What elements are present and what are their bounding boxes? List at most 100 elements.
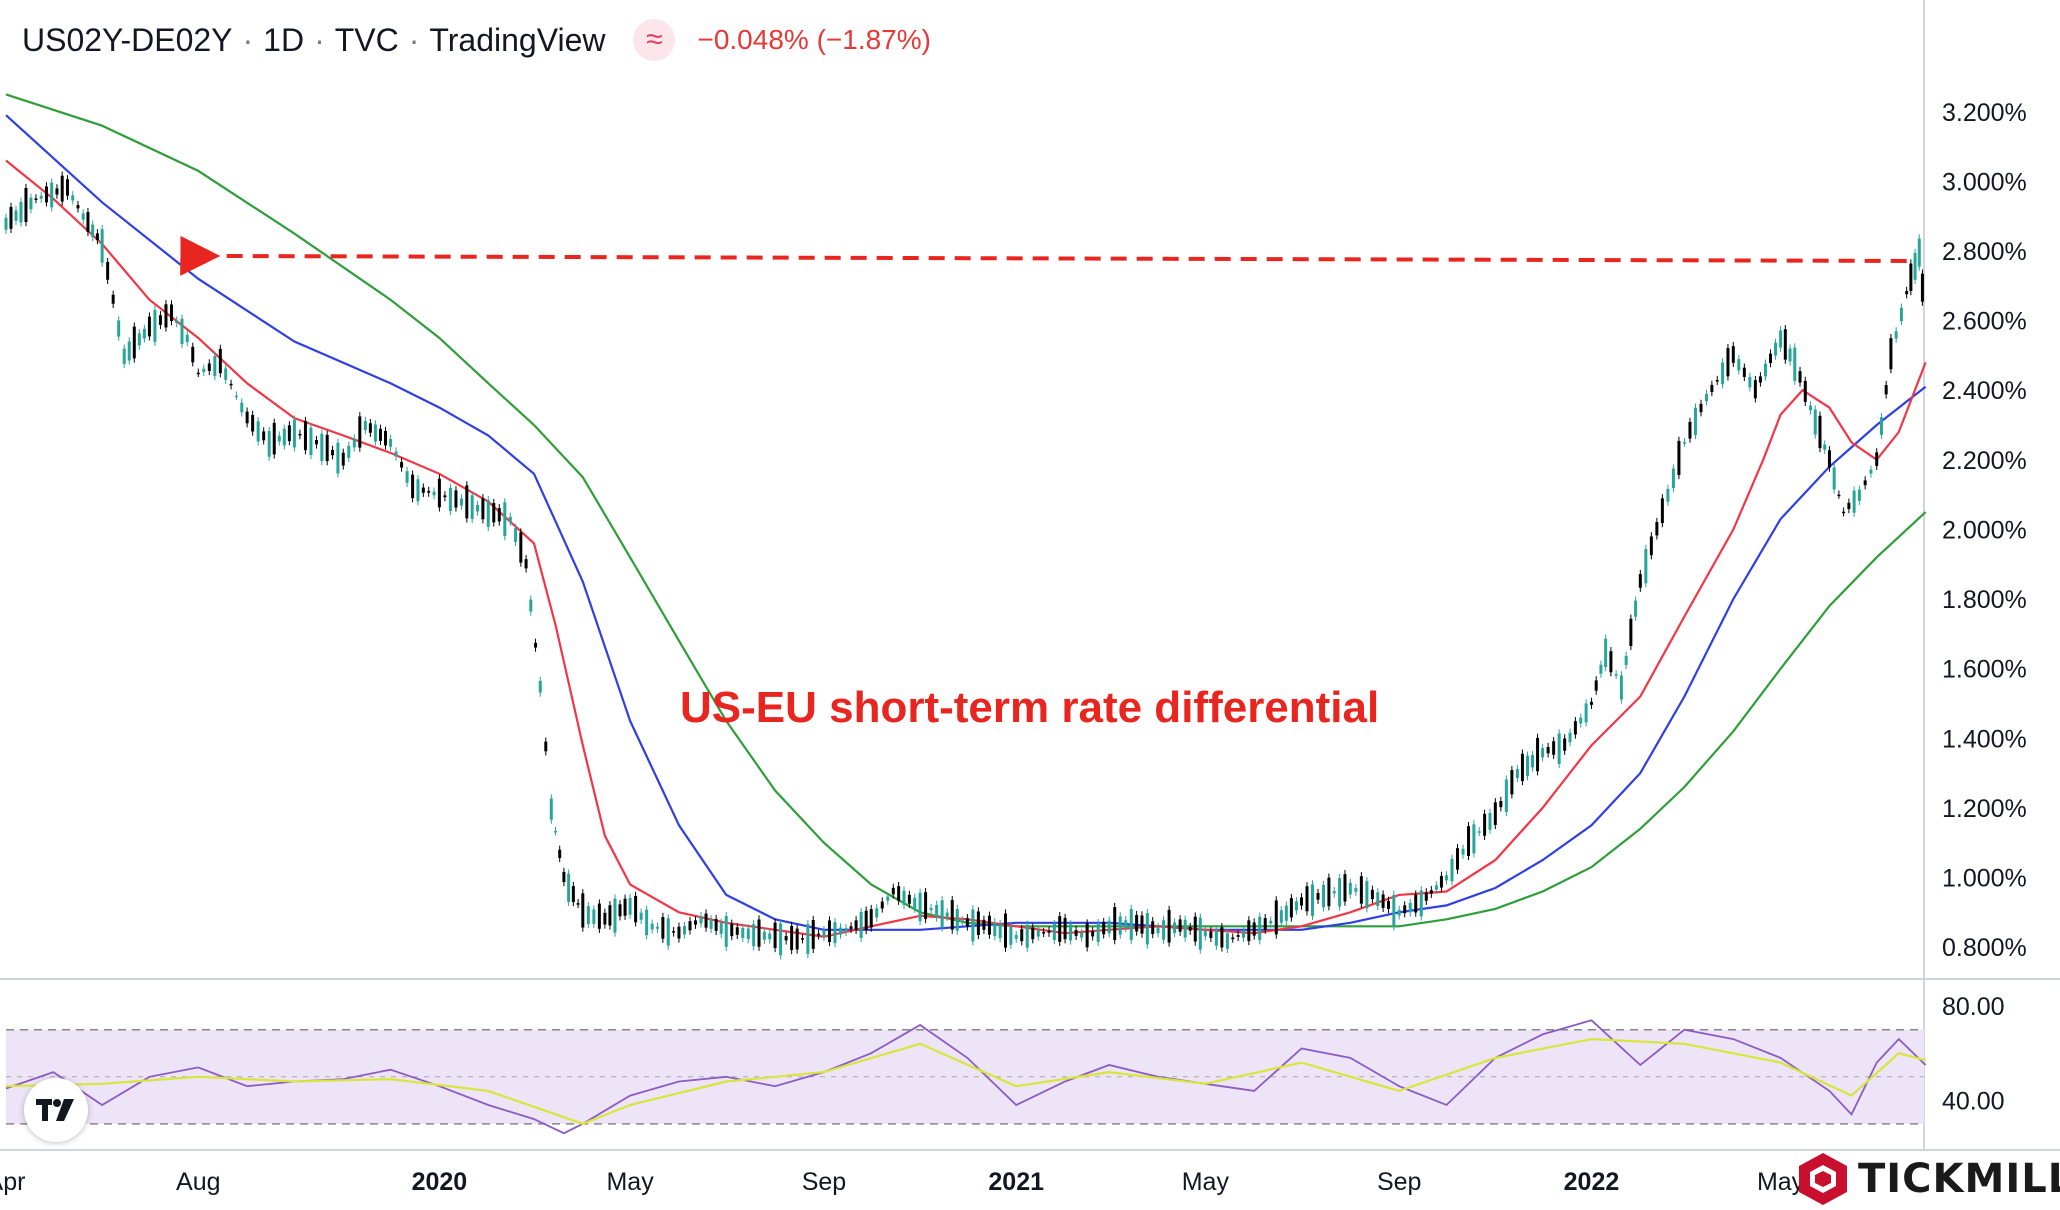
rsi-series: [5, 1019, 1927, 1135]
price-candle: [454, 490, 458, 508]
price-candle: [1397, 909, 1401, 916]
price-candle: [1231, 937, 1235, 940]
price-candle: [164, 304, 168, 328]
price-axis[interactable]: 3.200% 3.000% 2.800% 2.600% 2.400% 2.200% 2.00…: [1942, 99, 2027, 962]
separator-dot: ·: [242, 21, 254, 58]
price-candle: [682, 926, 686, 935]
price-candle: [1031, 927, 1035, 940]
price-candle: [1145, 913, 1149, 945]
price-candle: [1737, 359, 1741, 371]
price-candle: [639, 912, 643, 920]
price-candle: [1269, 920, 1273, 924]
price-candle: [1102, 922, 1106, 935]
tradingview-logo-icon[interactable]: [24, 1078, 88, 1142]
price-candle: [924, 892, 928, 920]
price-candle: [1546, 747, 1550, 754]
price-candle: [795, 928, 799, 950]
price-candle: [29, 197, 33, 210]
price-candle: [661, 917, 665, 939]
price-candle: [688, 921, 692, 931]
rsi-axis[interactable]: 80.00 40.00: [1942, 993, 2005, 1115]
price-candle: [998, 924, 1002, 939]
price-candle: [549, 798, 553, 820]
rsi-tick-label: 80.00: [1942, 993, 2005, 1021]
price-candle: [650, 923, 654, 930]
price-candle: [735, 927, 739, 935]
price-candle: [132, 326, 136, 359]
price-candle: [1403, 905, 1407, 914]
price-candle: [628, 897, 632, 915]
price-candle: [897, 886, 901, 901]
price-candle: [822, 930, 826, 938]
price-candle: [1236, 934, 1240, 937]
price-candle: [534, 642, 538, 648]
price-candle: [486, 500, 490, 527]
price-candle: [1058, 916, 1062, 942]
price-candle: [147, 316, 151, 337]
price-candle: [1274, 900, 1278, 935]
rsi-line: [5, 1019, 1927, 1135]
price-candle: [746, 928, 750, 940]
moving-average-slow: [5, 93, 1927, 928]
price-candle: [497, 508, 501, 522]
time-tick-label: Aug: [176, 1168, 220, 1196]
price-candle: [592, 909, 596, 924]
price-series[interactable]: [4, 171, 1924, 960]
price-candle: [618, 904, 622, 917]
wave-icon[interactable]: ≈: [633, 19, 676, 61]
price-candle: [1198, 917, 1202, 950]
price-candle: [1589, 701, 1593, 705]
price-candle: [1439, 875, 1443, 888]
price-candle: [1381, 894, 1385, 908]
price-candle: [191, 346, 195, 363]
price-candle: [100, 229, 104, 263]
moving-average-mid: [5, 114, 1927, 931]
price-candle: [470, 495, 474, 520]
price-candle: [207, 363, 211, 371]
price-candle: [567, 873, 571, 902]
price-candle: [849, 926, 853, 929]
price-tick-label: 1.800%: [1942, 586, 2027, 614]
price-candle: [1599, 664, 1603, 674]
price-candle: [1788, 348, 1792, 362]
price-candle: [111, 294, 115, 304]
price-candle: [741, 927, 745, 938]
price-tick-label: 3.000%: [1942, 168, 2027, 196]
price-candle: [1042, 932, 1046, 934]
price-tick-label: 2.400%: [1942, 377, 2027, 405]
price-candle: [1162, 920, 1166, 940]
price-tick-label: 3.200%: [1942, 99, 2027, 127]
price-candle: [1803, 380, 1807, 402]
symbol-name[interactable]: US02Y-DE02Y: [22, 21, 233, 58]
price-candle: [869, 909, 873, 928]
price-candle: [1842, 511, 1846, 514]
interval-label[interactable]: 1D: [263, 21, 305, 58]
price-candle: [1311, 884, 1315, 916]
price-candle: [1894, 331, 1898, 339]
price-candle: [1832, 467, 1836, 490]
price-candle: [229, 383, 233, 386]
price-candle: [844, 928, 848, 932]
price-candle: [1493, 802, 1497, 825]
price-candle: [180, 318, 184, 344]
price-candle: [411, 474, 415, 499]
price-candle: [287, 425, 291, 442]
price-candle: [1456, 848, 1460, 870]
price-candle: [1510, 770, 1514, 795]
price-candle: [554, 830, 558, 833]
price-tick-label: 0.800%: [1942, 934, 2027, 962]
price-candle: [1085, 923, 1089, 948]
price-candle: [730, 923, 734, 937]
price-candle: [719, 922, 723, 934]
price-candle: [309, 427, 313, 456]
price-candle: [202, 368, 206, 373]
price-candle: [699, 916, 703, 924]
price-candle: [60, 175, 64, 202]
price-candle: [864, 910, 868, 930]
price-candle: [117, 320, 121, 337]
price-candle: [1178, 919, 1182, 932]
price-candle: [1173, 922, 1177, 934]
price-candle: [1823, 444, 1827, 450]
price-candle: [50, 182, 54, 208]
time-axis[interactable]: Apr Aug 2020 May Sep 2021 May Sep 2022 May: [0, 1168, 1805, 1196]
